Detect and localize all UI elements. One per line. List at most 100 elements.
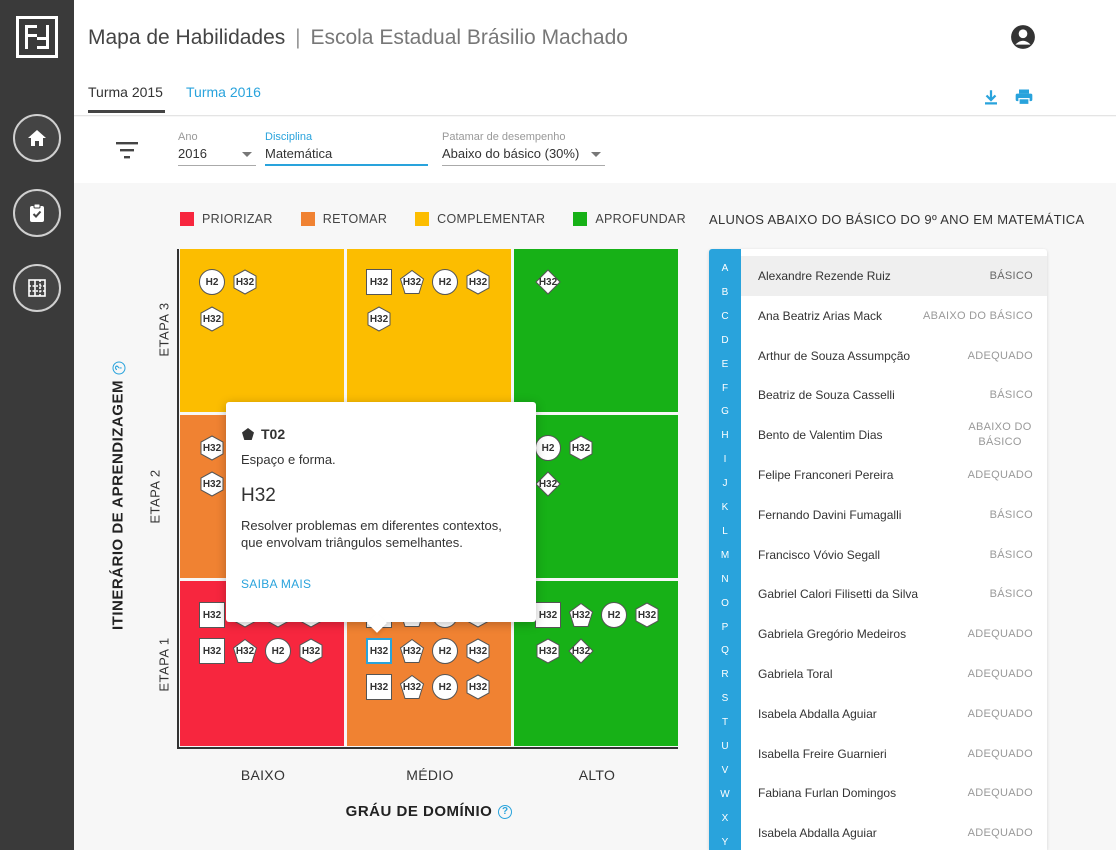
- alphabet-letter[interactable]: E: [721, 358, 729, 370]
- skill-token-circle[interactable]: H2: [199, 269, 225, 295]
- student-row[interactable]: Fernando Davini Fumagalli BÁSICO: [741, 495, 1047, 535]
- alphabet-letter[interactable]: A: [721, 263, 729, 274]
- alphabet-letter[interactable]: V: [721, 764, 729, 776]
- home-button[interactable]: [13, 114, 61, 162]
- student-row[interactable]: Isabella Freire Guarnieri ADEQUADO: [741, 734, 1047, 774]
- user-account-icon[interactable]: [1010, 24, 1036, 50]
- skill-token-pentagon[interactable]: H32: [399, 674, 425, 700]
- skill-token-hexagon[interactable]: H32: [199, 471, 225, 497]
- alphabet-letter[interactable]: J: [722, 478, 728, 490]
- skill-token-hexagon[interactable]: H32: [634, 602, 660, 628]
- alphabet-letter[interactable]: L: [722, 525, 728, 537]
- alphabet-letter[interactable]: C: [721, 310, 729, 322]
- skill-token-hexagon[interactable]: H32: [232, 269, 258, 295]
- student-row[interactable]: Ana Beatriz Arias Mack ABAIXO DO BÁSICO: [741, 296, 1047, 336]
- help-icon[interactable]: ?: [112, 361, 126, 375]
- skill-token-hexagon[interactable]: H32: [199, 435, 225, 461]
- skill-token-square[interactable]: H32: [199, 638, 225, 664]
- skill-token-pentagon[interactable]: H32: [399, 638, 425, 664]
- skill-token-hexagon[interactable]: H32: [465, 269, 491, 295]
- skill-token-square[interactable]: H32: [535, 602, 561, 628]
- skill-token-label: H32: [468, 645, 488, 657]
- alphabet-letter[interactable]: Y: [721, 836, 729, 848]
- skill-token-square[interactable]: H32: [366, 674, 392, 700]
- skill-token-hexagon[interactable]: H32: [199, 306, 225, 332]
- skill-token-pentagon[interactable]: H32: [568, 602, 594, 628]
- x-axis-title-text: GRÁU DE DOMÍNIO: [345, 803, 493, 820]
- sidebar: [0, 0, 74, 850]
- col-label-alto: ALTO: [578, 767, 616, 783]
- skills-map-button[interactable]: [13, 264, 61, 312]
- skill-token-pentagon[interactable]: H32: [232, 638, 258, 664]
- skill-token-circle[interactable]: H2: [432, 674, 458, 700]
- alphabet-letter[interactable]: S: [721, 693, 729, 705]
- alphabet-letter[interactable]: D: [721, 334, 729, 346]
- alphabet-letter[interactable]: Q: [721, 645, 729, 657]
- alphabet-letter[interactable]: R: [721, 669, 729, 681]
- student-row[interactable]: Arthur de Souza Assumpção ADEQUADO: [741, 336, 1047, 376]
- disciplina-field[interactable]: Disciplina Matemática: [265, 131, 428, 166]
- help-icon[interactable]: ?: [498, 805, 513, 820]
- alphabet-letter[interactable]: X: [721, 812, 729, 824]
- tab-turma-2016[interactable]: Turma 2016: [186, 84, 261, 100]
- skill-token-circle[interactable]: H2: [432, 638, 458, 664]
- print-icon[interactable]: [1014, 87, 1034, 107]
- alphabet-letter[interactable]: W: [720, 788, 730, 800]
- skill-token-square[interactable]: H32: [199, 602, 225, 628]
- alphabet-letter[interactable]: F: [721, 382, 729, 394]
- download-icon[interactable]: [982, 88, 1000, 106]
- legend-swatch: [300, 212, 315, 226]
- student-row[interactable]: Felipe Franconeri Pereira ADEQUADO: [741, 455, 1047, 495]
- alphabet-letter[interactable]: U: [721, 741, 729, 752]
- skill-token-square[interactable]: H32: [366, 269, 392, 295]
- app-logo[interactable]: [16, 16, 58, 58]
- student-row[interactable]: Alexandre Rezende Ruiz BÁSICO: [741, 256, 1047, 296]
- alphabet-letter[interactable]: O: [721, 597, 729, 609]
- school-name: Escola Estadual Brásilio Machado: [310, 26, 628, 49]
- alphabet-letter[interactable]: P: [721, 621, 729, 633]
- alphabet-letter[interactable]: H: [721, 430, 729, 442]
- filter-bar: Ano 2016 Disciplina Matemática Patamar d…: [74, 117, 1116, 183]
- skill-token-hexagon[interactable]: H32: [568, 435, 594, 461]
- student-row[interactable]: Gabriela Toral ADEQUADO: [741, 654, 1047, 694]
- title-separator: |: [295, 26, 301, 49]
- alphabet-letter[interactable]: B: [721, 286, 729, 298]
- skill-token-hexagon[interactable]: H32: [465, 674, 491, 700]
- assessments-button[interactable]: [13, 189, 61, 237]
- saiba-mais-link[interactable]: SAIBA MAIS: [241, 577, 312, 591]
- student-row[interactable]: Gabriela Gregório Medeiros ADEQUADO: [741, 614, 1047, 654]
- alphabet-letter[interactable]: M: [720, 549, 730, 561]
- skill-token-hexagon[interactable]: H32: [535, 638, 561, 664]
- patamar-select[interactable]: Patamar de desempenho Abaixo do básico (…: [442, 131, 605, 166]
- student-row[interactable]: Gabriel Calori Filisetti da Silva BÁSICO: [741, 574, 1047, 614]
- popover-topic: T02: [241, 426, 521, 442]
- skill-token-label: H32: [538, 276, 558, 288]
- skill-token-circle[interactable]: H2: [265, 638, 291, 664]
- student-row[interactable]: Francisco Vóvio Segall BÁSICO: [741, 535, 1047, 575]
- student-row[interactable]: Bento de Valentim Dias ABAIXO DO BÁSICO: [741, 415, 1047, 455]
- skill-token-diamond[interactable]: H32: [568, 638, 594, 664]
- filter-icon[interactable]: [114, 139, 140, 161]
- ano-select[interactable]: Ano 2016: [178, 131, 256, 166]
- skill-token-label: H32: [369, 681, 389, 693]
- skill-token-square[interactable]: H32: [366, 638, 392, 664]
- student-row[interactable]: Fabiana Furlan Domingos ADEQUADO: [741, 773, 1047, 813]
- alphabet-letter[interactable]: T: [721, 717, 729, 729]
- skill-token-pentagon[interactable]: H32: [399, 269, 425, 295]
- alphabet-letter[interactable]: I: [723, 454, 727, 466]
- skill-token-circle[interactable]: H2: [601, 602, 627, 628]
- alphabet-letter[interactable]: G: [721, 406, 729, 418]
- alphabet-letter[interactable]: K: [721, 502, 729, 513]
- skill-token-diamond[interactable]: H32: [535, 471, 561, 497]
- student-row[interactable]: Isabela Abdalla Aguiar ADEQUADO: [741, 813, 1047, 850]
- skill-token-circle[interactable]: H2: [432, 269, 458, 295]
- student-row[interactable]: Beatriz de Souza Casselli BÁSICO: [741, 375, 1047, 415]
- skill-token-circle[interactable]: H2: [535, 435, 561, 461]
- skill-token-hexagon[interactable]: H32: [298, 638, 324, 664]
- skill-token-hexagon[interactable]: H32: [366, 306, 392, 332]
- student-row[interactable]: Isabela Abdalla Aguiar ADEQUADO: [741, 694, 1047, 734]
- alphabet-letter[interactable]: N: [721, 573, 729, 585]
- skill-token-diamond[interactable]: H32: [535, 269, 561, 295]
- tab-turma-2015[interactable]: Turma 2015: [88, 84, 165, 113]
- skill-token-hexagon[interactable]: H32: [465, 638, 491, 664]
